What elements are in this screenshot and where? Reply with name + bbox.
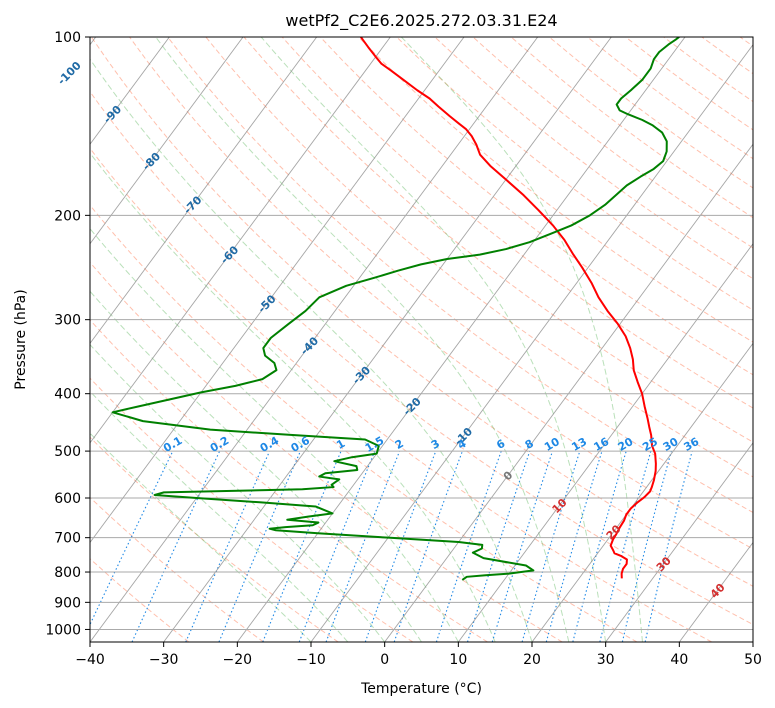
x-tick-label: −20	[223, 652, 253, 668]
y-tick-label: 400	[54, 387, 81, 403]
mixing-ratio-line	[262, 450, 342, 642]
mixing-ratio-line	[364, 450, 437, 642]
x-tick-label: −10	[296, 652, 326, 668]
mixing-ratio-line	[572, 450, 627, 642]
x-tick-label: 0	[380, 652, 389, 668]
y-tick-label: 700	[54, 531, 81, 547]
dry-adiabat	[281, 37, 753, 409]
mixing-ratio-line	[545, 450, 603, 642]
mixing-ratio-line	[298, 450, 376, 642]
x-tick-label: 30	[597, 652, 615, 668]
moist-adiabat	[90, 152, 496, 642]
x-tick-label: 10	[449, 652, 467, 668]
y-tick-label: 200	[54, 208, 81, 224]
y-tick-label: 600	[54, 491, 81, 507]
isotherm-line	[457, 243, 753, 642]
y-tick-label: 900	[54, 595, 81, 611]
mixing-ratio-line	[435, 450, 502, 642]
y-tick-label: 1000	[45, 622, 81, 638]
y-axis-label: Pressure (hPa)	[13, 289, 29, 389]
x-tick-label: 40	[670, 652, 688, 668]
x-axis-label: Temperature (°C)	[360, 681, 482, 697]
isotherm-line	[236, 37, 686, 642]
mixing-ratio-line	[621, 450, 672, 642]
isotherm-line	[90, 37, 170, 146]
dry-adiabat	[90, 261, 563, 642]
moist-adiabat	[155, 37, 570, 642]
isotherm-line	[531, 342, 753, 642]
chart-title: wetPf2_C2E6.2025.272.03.31.E24	[285, 11, 557, 31]
mixing-ratio-line	[325, 450, 401, 642]
mixing-ratio-line	[599, 450, 652, 642]
isotherm-line	[605, 442, 753, 642]
y-tick-label: 500	[54, 444, 81, 460]
mixing-ratio-line	[491, 450, 554, 642]
mixing-ratio-line	[218, 450, 301, 642]
isotherm-line	[163, 37, 612, 642]
mixing-ratio-line	[521, 450, 581, 642]
moist-adiabat	[90, 390, 349, 642]
x-tick-label: 50	[744, 652, 762, 668]
isotherm-line	[90, 37, 539, 642]
y-tick-label: 300	[54, 313, 81, 329]
isotherm-line	[90, 37, 244, 245]
isotherm-line	[90, 37, 465, 544]
plot-frame	[89, 36, 754, 643]
dewpoint-profile	[111, 37, 680, 581]
y-tick-label: 800	[54, 565, 81, 581]
isotherm-line	[90, 37, 391, 444]
dry-adiabat	[90, 147, 712, 642]
temperature-profile	[360, 37, 657, 579]
dry-adiabat	[243, 37, 753, 443]
dry-adiabat	[90, 319, 488, 642]
moist-adiabat	[260, 37, 607, 642]
mixing-ratio-line	[466, 450, 531, 642]
mixing-ratio-line	[185, 450, 271, 642]
moist-adiabat	[90, 343, 386, 642]
isotherm-line	[310, 43, 753, 642]
dry-adiabat	[90, 204, 638, 642]
x-tick-label: −40	[75, 652, 105, 668]
dry-adiabat	[90, 90, 753, 626]
dry-adiabat	[167, 37, 753, 514]
x-tick-label: 20	[523, 652, 541, 668]
dry-adiabat	[90, 558, 190, 642]
x-tick-label: −30	[149, 652, 179, 668]
dry-adiabat	[396, 37, 753, 311]
moist-adiabat	[400, 37, 643, 642]
moist-adiabat	[90, 58, 533, 642]
y-tick-label: 100	[54, 30, 81, 46]
isotherm-line	[90, 37, 318, 345]
